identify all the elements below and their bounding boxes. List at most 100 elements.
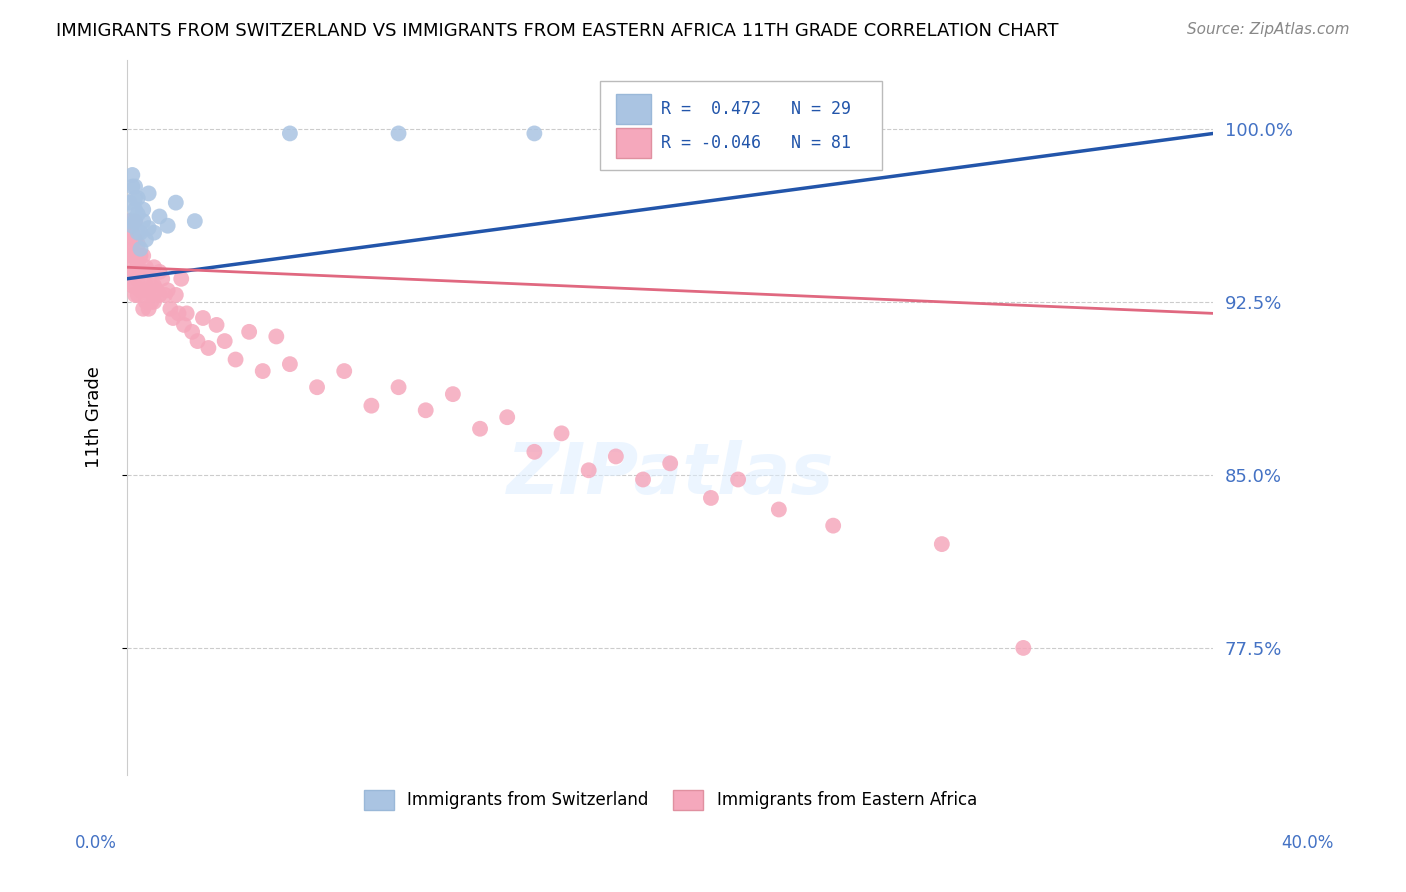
Point: [167, 306, 190, 320]
Point: [121, 265, 143, 279]
Text: IMMIGRANTS FROM SWITZERLAND VS IMMIGRANTS FROM EASTERN AFRICA 11TH GRADE CORRELA: IMMIGRANTS FROM SWITZERLAND VS IMMIGRANT…: [56, 22, 1059, 40]
Point: [135, 278, 157, 293]
Point: [156, 283, 179, 297]
Point: [176, 306, 198, 320]
Y-axis label: 11th Grade: 11th Grade: [86, 367, 103, 468]
Point: [523, 445, 546, 459]
Point: [153, 288, 176, 302]
Point: [132, 301, 155, 316]
Point: [165, 195, 187, 210]
Point: [118, 214, 141, 228]
Point: [124, 214, 146, 228]
Legend: Immigrants from Switzerland, Immigrants from Eastern Africa: Immigrants from Switzerland, Immigrants …: [357, 783, 984, 816]
Point: [118, 226, 141, 240]
Point: [333, 364, 356, 378]
Point: [1012, 640, 1035, 655]
Point: [727, 473, 749, 487]
Point: [162, 311, 184, 326]
Point: [118, 237, 141, 252]
Point: [156, 219, 179, 233]
Text: ZIPatlas: ZIPatlas: [506, 440, 834, 509]
Point: [132, 214, 155, 228]
Point: [121, 219, 143, 233]
Text: 40.0%: 40.0%: [1281, 834, 1334, 852]
Point: [127, 207, 149, 221]
Point: [129, 226, 152, 240]
Point: [143, 226, 166, 240]
Text: R =  0.472   N = 29: R = 0.472 N = 29: [661, 100, 852, 118]
Point: [127, 226, 149, 240]
Point: [127, 237, 149, 252]
FancyBboxPatch shape: [616, 94, 651, 124]
Point: [121, 278, 143, 293]
Point: [307, 380, 329, 394]
Text: 0.0%: 0.0%: [75, 834, 117, 852]
Point: [148, 265, 170, 279]
Point: [387, 127, 409, 141]
FancyBboxPatch shape: [616, 128, 651, 158]
Point: [132, 202, 155, 217]
Point: [138, 221, 160, 235]
Point: [118, 214, 141, 228]
Point: [118, 249, 141, 263]
Point: [129, 242, 152, 256]
Point: [266, 329, 288, 343]
Point: [165, 288, 187, 302]
Point: [278, 127, 301, 141]
Point: [496, 410, 519, 425]
Point: [578, 463, 600, 477]
Point: [138, 301, 160, 316]
Point: [150, 272, 173, 286]
Point: [124, 202, 146, 217]
Point: [129, 265, 152, 279]
Point: [550, 426, 572, 441]
Point: [121, 242, 143, 256]
Point: [138, 186, 160, 201]
Point: [143, 260, 166, 275]
Point: [159, 301, 181, 316]
Point: [148, 210, 170, 224]
Point: [124, 278, 146, 293]
Point: [197, 341, 219, 355]
Point: [129, 249, 152, 263]
Point: [127, 272, 149, 286]
Point: [124, 214, 146, 228]
Point: [124, 288, 146, 302]
Point: [132, 283, 155, 297]
Point: [127, 191, 149, 205]
Point: [127, 255, 149, 269]
Point: [659, 456, 682, 470]
Point: [700, 491, 723, 505]
Point: [124, 249, 146, 263]
Point: [132, 265, 155, 279]
Point: [252, 364, 274, 378]
Point: [184, 214, 207, 228]
Text: Source: ZipAtlas.com: Source: ZipAtlas.com: [1187, 22, 1350, 37]
Point: [141, 294, 163, 309]
Point: [387, 380, 409, 394]
Point: [441, 387, 464, 401]
Point: [127, 288, 149, 302]
Point: [205, 318, 228, 332]
Point: [768, 502, 790, 516]
Point: [143, 278, 166, 293]
Point: [415, 403, 437, 417]
Point: [124, 191, 146, 205]
Point: [181, 325, 204, 339]
Point: [686, 127, 709, 141]
Point: [173, 318, 195, 332]
Point: [214, 334, 236, 348]
Point: [631, 473, 654, 487]
Point: [823, 518, 845, 533]
Point: [124, 265, 146, 279]
Point: [138, 283, 160, 297]
Point: [143, 294, 166, 309]
Point: [278, 357, 301, 371]
Point: [225, 352, 247, 367]
Point: [118, 195, 141, 210]
Point: [523, 127, 546, 141]
Text: R = -0.046   N = 81: R = -0.046 N = 81: [661, 134, 852, 152]
Point: [148, 288, 170, 302]
Point: [238, 325, 260, 339]
Point: [468, 422, 491, 436]
